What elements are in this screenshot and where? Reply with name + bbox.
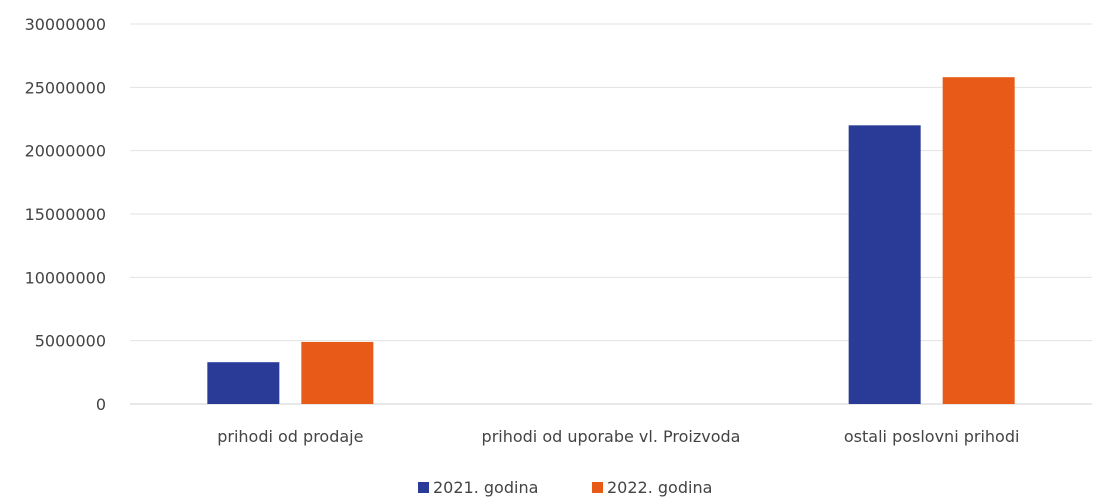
y-tick-label: 15000000 (25, 205, 106, 224)
y-tick-label: 20000000 (25, 142, 106, 161)
legend-label: 2022. godina (607, 478, 712, 497)
y-axis-tick-labels: 0 5000000 10000000 15000000 20000000 25000000… (25, 15, 106, 414)
bar-2022-2 (942, 77, 1015, 404)
legend: 2021. godina 2022. godina (418, 478, 712, 497)
bar-2021-0 (207, 362, 280, 404)
bar-2021-2 (848, 125, 921, 404)
y-tick-label: 0 (96, 395, 106, 414)
y-tick-label: 25000000 (25, 78, 106, 97)
x-tick-label: prihodi od uporabe vl. Proizvoda (482, 427, 741, 446)
gridlines (130, 23, 1092, 405)
bar-2022-0 (301, 341, 374, 404)
x-tick-label: prihodi od prodaje (217, 427, 363, 446)
legend-label: 2021. godina (433, 478, 538, 497)
y-tick-label: 30000000 (25, 15, 106, 34)
x-axis-tick-labels: prihodi od prodaje prihodi od uporabe vl.… (217, 427, 1019, 446)
bars (207, 77, 1015, 404)
legend-swatch (592, 482, 603, 493)
y-tick-label: 5000000 (35, 332, 106, 351)
legend-swatch (418, 482, 429, 493)
x-tick-label: ostali poslovni prihodi (844, 427, 1020, 446)
y-tick-label: 10000000 (25, 268, 106, 287)
